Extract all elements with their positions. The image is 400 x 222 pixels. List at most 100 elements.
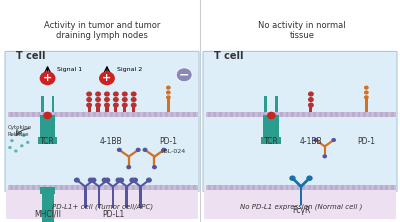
Bar	[269, 112, 272, 117]
Text: PD-L1+ cell (Tumor cell/APC): PD-L1+ cell (Tumor cell/APC)	[52, 203, 154, 210]
Bar	[252, 112, 255, 117]
Bar	[204, 218, 396, 222]
Circle shape	[10, 139, 14, 142]
Bar	[143, 185, 146, 190]
Text: Signal 1: Signal 1	[58, 67, 82, 72]
Bar	[214, 112, 216, 117]
Bar	[269, 185, 272, 190]
Circle shape	[131, 91, 137, 97]
Text: T cell: T cell	[214, 51, 243, 61]
Bar	[54, 112, 57, 117]
Bar	[330, 112, 333, 117]
Bar	[219, 185, 222, 190]
Bar	[352, 112, 355, 117]
Bar	[258, 185, 261, 190]
Bar	[358, 185, 360, 190]
Text: PD-1: PD-1	[159, 137, 177, 146]
Bar	[363, 185, 366, 190]
Bar	[99, 185, 102, 190]
Bar	[219, 112, 222, 117]
Text: No PD-L1 expression (Normal cell ): No PD-L1 expression (Normal cell )	[240, 203, 362, 210]
Bar	[71, 112, 74, 117]
Bar	[115, 112, 118, 117]
Circle shape	[364, 90, 369, 95]
Bar	[302, 112, 305, 117]
Bar	[224, 185, 227, 190]
Circle shape	[162, 148, 166, 152]
Circle shape	[20, 144, 24, 147]
Bar	[154, 112, 157, 117]
Bar	[206, 112, 396, 117]
Bar	[380, 185, 382, 190]
Bar	[32, 185, 35, 190]
Bar	[148, 112, 151, 117]
Bar	[165, 112, 168, 117]
Bar	[121, 185, 124, 190]
Circle shape	[90, 178, 96, 183]
Circle shape	[331, 138, 336, 142]
Circle shape	[131, 103, 137, 108]
Circle shape	[104, 103, 110, 108]
Bar	[369, 112, 372, 117]
Bar	[208, 112, 211, 117]
Circle shape	[131, 97, 137, 102]
Bar	[297, 185, 300, 190]
Circle shape	[308, 97, 314, 102]
Bar	[38, 137, 58, 144]
Bar	[263, 115, 279, 139]
Text: Cytokine
Release: Cytokine Release	[8, 125, 32, 137]
Bar	[193, 185, 196, 190]
Bar	[324, 185, 327, 190]
Circle shape	[308, 91, 314, 97]
Bar	[230, 185, 233, 190]
Circle shape	[118, 178, 124, 183]
FancyBboxPatch shape	[5, 52, 199, 192]
Bar	[380, 112, 382, 117]
Bar	[88, 112, 90, 117]
Circle shape	[126, 165, 131, 169]
Bar	[65, 185, 68, 190]
Bar	[280, 112, 283, 117]
Bar	[112, 187, 114, 208]
Circle shape	[86, 103, 92, 108]
FancyBboxPatch shape	[203, 52, 397, 192]
Text: No activity in normal
tissue: No activity in normal tissue	[258, 21, 346, 40]
Bar	[336, 112, 338, 117]
Bar	[26, 112, 29, 117]
Bar	[105, 107, 108, 112]
Circle shape	[136, 148, 141, 152]
Bar	[125, 187, 128, 208]
Circle shape	[14, 149, 18, 153]
Bar	[263, 185, 266, 190]
Bar	[21, 112, 24, 117]
Circle shape	[142, 148, 148, 152]
Circle shape	[74, 178, 80, 183]
Bar	[38, 185, 40, 190]
Text: 4-1BB: 4-1BB	[300, 137, 322, 146]
Bar	[115, 185, 118, 190]
Bar	[297, 112, 300, 117]
Bar	[171, 112, 174, 117]
Bar	[41, 97, 44, 112]
Circle shape	[122, 91, 128, 97]
Circle shape	[104, 97, 110, 102]
Text: MHCl/II: MHCl/II	[34, 210, 61, 219]
Text: TCR: TCR	[264, 137, 279, 146]
Bar	[369, 185, 372, 190]
Text: LBL-024: LBL-024	[160, 149, 186, 154]
Circle shape	[166, 95, 171, 99]
Bar	[88, 185, 90, 190]
Bar	[385, 112, 388, 117]
Circle shape	[113, 103, 119, 108]
Bar	[60, 185, 63, 190]
Bar	[206, 185, 396, 190]
Bar	[126, 185, 129, 190]
Circle shape	[8, 146, 12, 149]
Circle shape	[43, 112, 52, 119]
Circle shape	[86, 91, 92, 97]
Bar	[308, 112, 310, 117]
Text: T cell: T cell	[16, 51, 45, 61]
Bar	[132, 107, 135, 112]
Circle shape	[322, 154, 327, 159]
Bar	[274, 185, 277, 190]
